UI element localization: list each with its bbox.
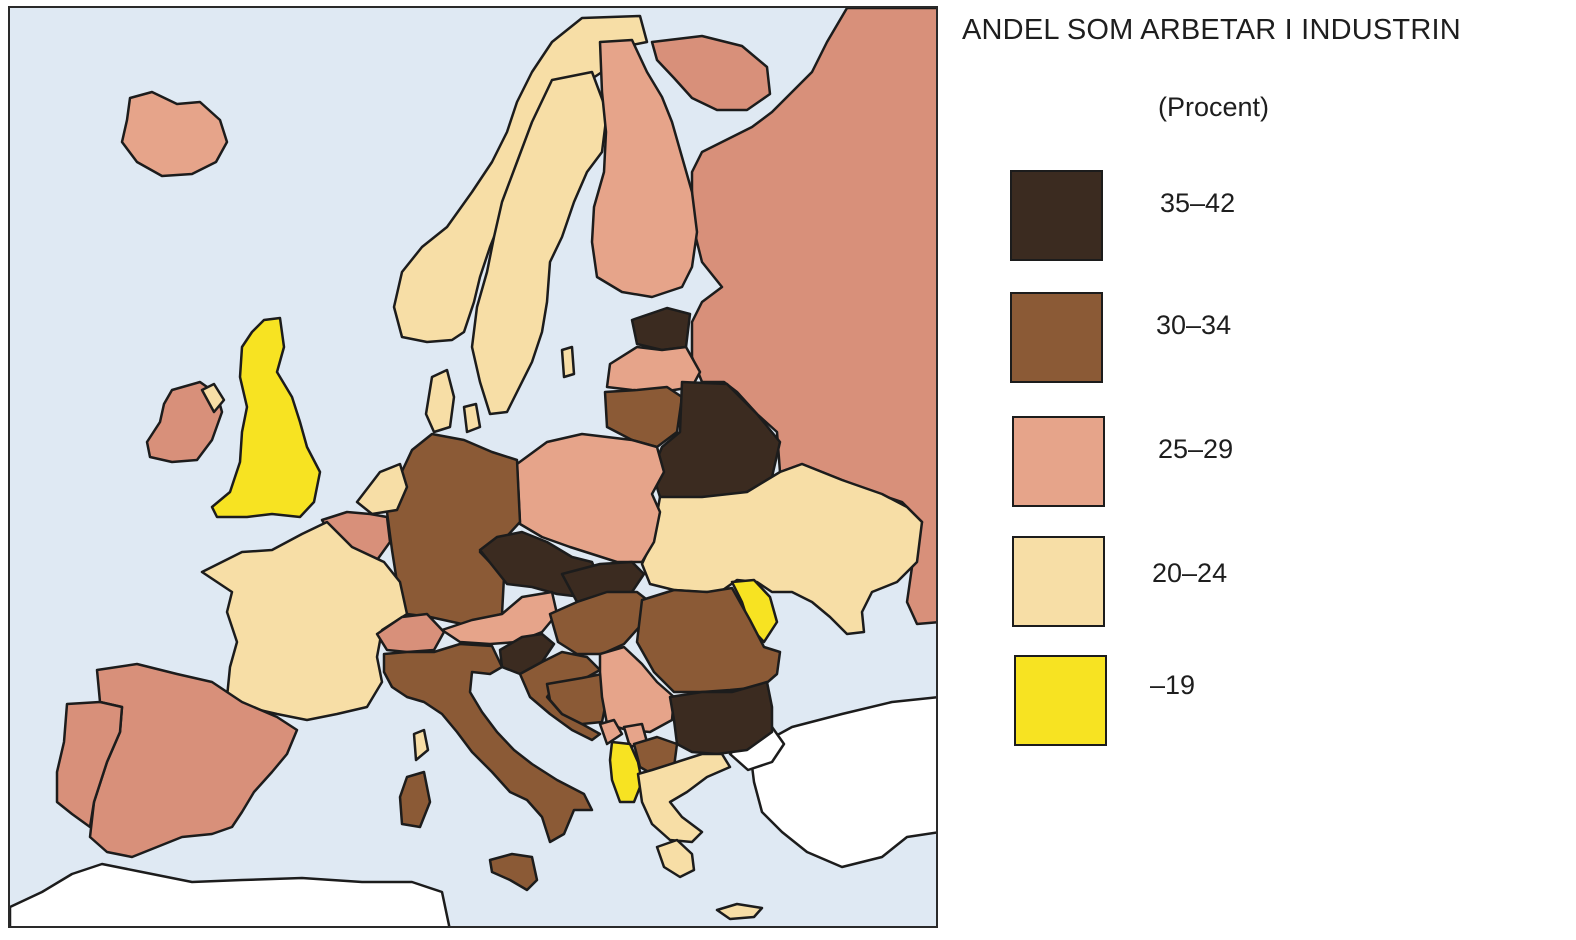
united-kingdom [210, 316, 322, 519]
finland [590, 38, 699, 299]
europe-map [8, 6, 938, 928]
legend-label-20-24: 20–24 [1152, 558, 1228, 588]
albania [608, 740, 644, 804]
legend-title: ANDEL SOM ARBETAR I INDUSTRIN [962, 14, 1461, 46]
serbia [598, 645, 676, 734]
legend-label-under-19: –19 [1150, 670, 1196, 700]
map-canvas [10, 8, 936, 926]
turkey [748, 696, 936, 869]
north-africa [10, 862, 451, 926]
sweden [470, 70, 609, 416]
denmark-islands [462, 402, 482, 434]
legend-unit: (Procent) [1158, 92, 1270, 122]
germany [385, 432, 522, 626]
portugal [55, 700, 124, 829]
peloponnese [655, 838, 696, 879]
iceland [120, 90, 229, 178]
legend-label-30-34: 30–34 [1156, 310, 1232, 340]
corsica [412, 728, 430, 762]
switzerland [375, 612, 446, 654]
legend-swatch-30-34 [1010, 292, 1103, 383]
france [200, 520, 409, 722]
romania [635, 586, 782, 694]
legend-swatch-35-42 [1010, 170, 1103, 261]
greece [636, 752, 732, 844]
slovenia [498, 632, 556, 676]
italy [382, 642, 594, 844]
montenegro [598, 718, 624, 746]
sicily [488, 852, 539, 892]
denmark [424, 368, 456, 434]
crete [715, 902, 764, 921]
lithuania [603, 385, 684, 449]
netherlands [355, 462, 409, 516]
bosnia [545, 672, 609, 726]
kola-peninsula [650, 34, 772, 112]
poland [515, 432, 666, 564]
latvia [605, 345, 702, 394]
sardinia [398, 770, 432, 829]
legend-swatch-25-29 [1012, 416, 1105, 507]
orkney-isle [200, 382, 226, 414]
legend-swatch-20-24 [1012, 536, 1105, 627]
legend-label-25-29: 25–29 [1158, 434, 1234, 464]
legend-label-35-42: 35–42 [1160, 188, 1236, 218]
gotland [560, 345, 576, 379]
legend-swatch-under-19 [1014, 655, 1107, 746]
bulgaria [668, 680, 774, 756]
